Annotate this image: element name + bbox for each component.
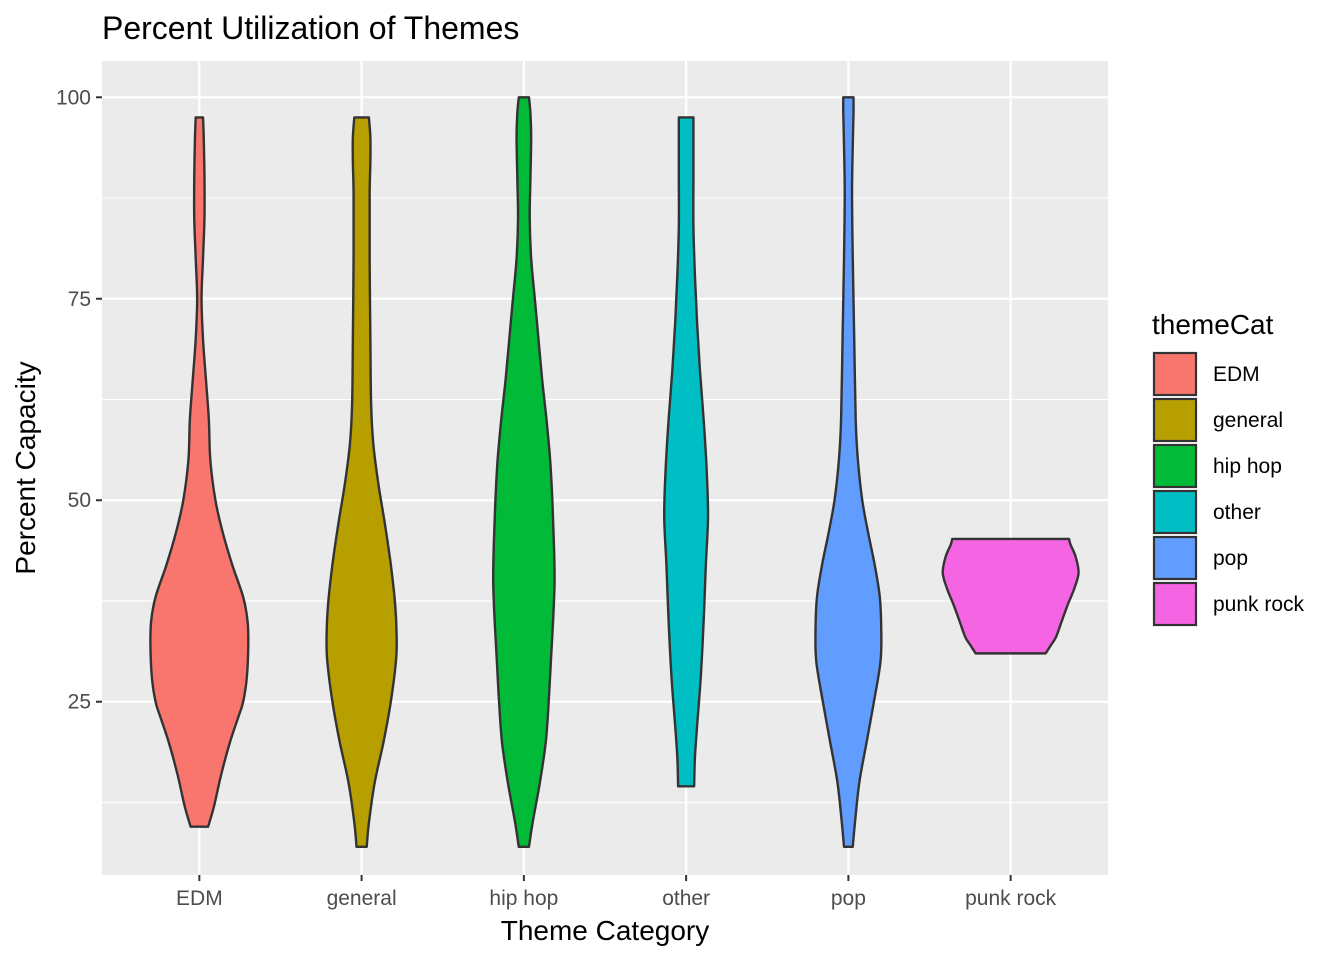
violin-pop bbox=[814, 96, 883, 848]
x-tick-label: hip hop bbox=[489, 887, 558, 910]
x-tick-label: EDM bbox=[176, 887, 223, 910]
violin-hip-hop bbox=[491, 96, 556, 848]
legend-key bbox=[1152, 535, 1198, 581]
legend-title: themeCat bbox=[1152, 309, 1274, 340]
y-tick-label: 25 bbox=[68, 691, 91, 714]
violins bbox=[149, 96, 1080, 848]
violin-other bbox=[663, 116, 710, 788]
x-tick-label: other bbox=[662, 887, 710, 910]
legend-key bbox=[1152, 397, 1198, 443]
x-tick-label: pop bbox=[831, 887, 866, 910]
x-axis: EDM general hip hop other pop punk rock bbox=[176, 875, 1057, 910]
legend-label: hip hop bbox=[1213, 455, 1282, 478]
x-tick-label: general bbox=[327, 887, 397, 910]
legend-label: other bbox=[1213, 501, 1261, 524]
legend-key bbox=[1152, 351, 1198, 397]
violin-edm bbox=[149, 116, 250, 828]
legend-key bbox=[1152, 443, 1198, 489]
legend-label: pop bbox=[1213, 547, 1248, 570]
y-tick-label: 75 bbox=[68, 288, 91, 311]
legend: themeCat EDM general hip hop other pop punk r… bbox=[1152, 309, 1305, 627]
violin-punk-rock bbox=[941, 537, 1080, 655]
plot-panel bbox=[102, 61, 1108, 875]
y-tick-label: 50 bbox=[68, 489, 91, 512]
legend-label: EDM bbox=[1213, 363, 1260, 386]
legend-label: general bbox=[1213, 409, 1283, 432]
y-axis-title: Percent Capacity bbox=[10, 361, 41, 574]
legend-key bbox=[1152, 489, 1198, 535]
legend-key bbox=[1152, 581, 1198, 627]
minor-gridlines bbox=[102, 197, 1108, 804]
violin-general bbox=[325, 116, 398, 848]
y-axis: 25 50 75 100 bbox=[56, 86, 102, 714]
y-tick-label: 100 bbox=[56, 86, 91, 109]
x-axis-title: Theme Category bbox=[501, 915, 710, 946]
x-tick-label: punk rock bbox=[965, 887, 1057, 910]
legend-label: punk rock bbox=[1213, 593, 1305, 616]
chart-title: Percent Utilization of Themes bbox=[102, 10, 519, 46]
